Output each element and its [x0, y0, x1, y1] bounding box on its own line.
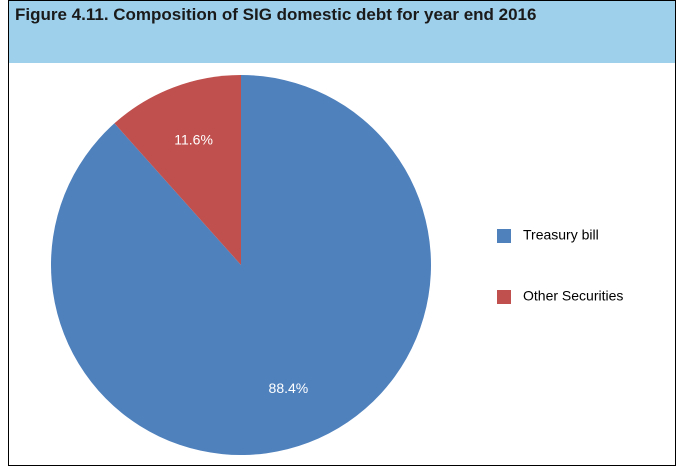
- figure: Figure 4.11. Composition of SIG domestic…: [8, 0, 676, 466]
- pie-slice: [51, 75, 432, 455]
- legend-swatch: [497, 229, 511, 243]
- legend-label: Treasury bill: [523, 227, 599, 243]
- chart-title: Figure 4.11. Composition of SIG domestic…: [15, 5, 537, 24]
- header: Figure 4.11. Composition of SIG domestic…: [9, 1, 675, 63]
- data-label: 11.6%: [174, 131, 213, 147]
- legend-label: Other Securities: [523, 288, 623, 304]
- legend-swatch: [497, 290, 511, 304]
- data-label: 88.4%: [269, 380, 309, 396]
- pie-slice: [114, 75, 241, 265]
